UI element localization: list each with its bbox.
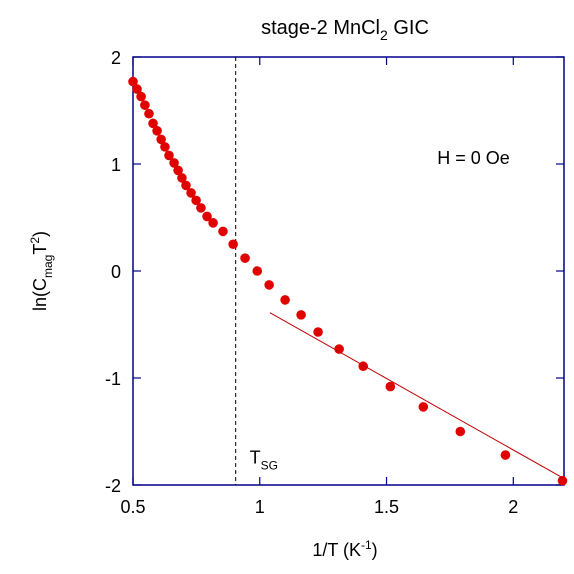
data-point xyxy=(136,91,146,102)
x-tick-label: 2 xyxy=(508,497,518,517)
annotation: TSG xyxy=(250,448,278,473)
ylabel-mid: T xyxy=(30,244,50,255)
data-point xyxy=(132,84,142,94)
data-point xyxy=(455,426,466,437)
plot-frame xyxy=(132,56,565,486)
x-tick-label: 1.5 xyxy=(374,497,399,517)
data-point xyxy=(148,118,158,129)
y-tick-label: 0 xyxy=(111,262,121,282)
data-point xyxy=(385,381,396,392)
data-point xyxy=(418,402,429,412)
data-point xyxy=(177,173,187,183)
data-point xyxy=(252,266,263,276)
y-tick-label: -2 xyxy=(105,476,121,496)
y-tick-label: -1 xyxy=(105,369,121,389)
data-point xyxy=(186,188,196,198)
y-tick-label: 1 xyxy=(111,155,121,175)
x-tick-label: 1 xyxy=(255,497,265,517)
data-point xyxy=(208,218,218,228)
data-point xyxy=(181,180,191,191)
data-point xyxy=(264,280,274,290)
xlabel-text: 1/T (K xyxy=(312,540,361,560)
data-point xyxy=(128,76,138,87)
data-point xyxy=(160,142,170,152)
ylabel-sup: 2 xyxy=(28,237,42,244)
data-point xyxy=(152,126,162,136)
ylabel-text: ln(C xyxy=(30,278,50,311)
data-point xyxy=(164,150,174,161)
annotation-text: H = 0 Oe xyxy=(437,148,510,168)
data-point xyxy=(196,203,206,213)
annotation: H = 0 Oe xyxy=(437,148,510,168)
title-rest: GIC xyxy=(388,17,429,39)
data-point xyxy=(334,344,344,354)
data-point xyxy=(557,475,568,486)
data-point xyxy=(218,226,228,237)
data-point xyxy=(228,239,238,250)
data-point xyxy=(173,165,183,176)
data-point xyxy=(240,253,250,263)
data-point xyxy=(358,361,369,372)
y-tick-label: 2 xyxy=(111,48,121,68)
data-point xyxy=(500,450,511,460)
x-axis-label: 1/T (K-1) xyxy=(312,538,377,560)
xlabel-sup: -1 xyxy=(361,538,372,552)
chart-title: stage-2 MnCl2 GIC xyxy=(261,17,429,43)
title-text: stage-2 MnCl xyxy=(261,17,380,39)
data-point xyxy=(296,310,306,320)
x-tick-label: 0.5 xyxy=(120,497,145,517)
data-point xyxy=(140,100,150,110)
annotation-sub: SG xyxy=(261,459,278,473)
y-axis-label: ln(CmagT2) xyxy=(28,231,55,311)
annotation-text: T xyxy=(250,448,261,468)
ylabel-rest: ) xyxy=(30,231,50,237)
data-point xyxy=(202,211,212,222)
fit-line xyxy=(269,312,565,480)
xlabel-rest: ) xyxy=(372,540,378,560)
data-point xyxy=(156,134,166,145)
data-point xyxy=(280,295,290,305)
data-point xyxy=(169,158,179,168)
ylabel-sub: mag xyxy=(41,255,55,278)
title-sub: 2 xyxy=(380,27,388,43)
data-point xyxy=(144,108,154,119)
data-point xyxy=(313,327,323,337)
data-point xyxy=(191,195,201,206)
